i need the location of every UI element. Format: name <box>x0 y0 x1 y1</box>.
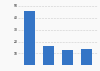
Bar <box>24 11 35 65</box>
Bar <box>43 46 54 65</box>
Bar <box>81 49 92 65</box>
Bar <box>62 50 73 65</box>
